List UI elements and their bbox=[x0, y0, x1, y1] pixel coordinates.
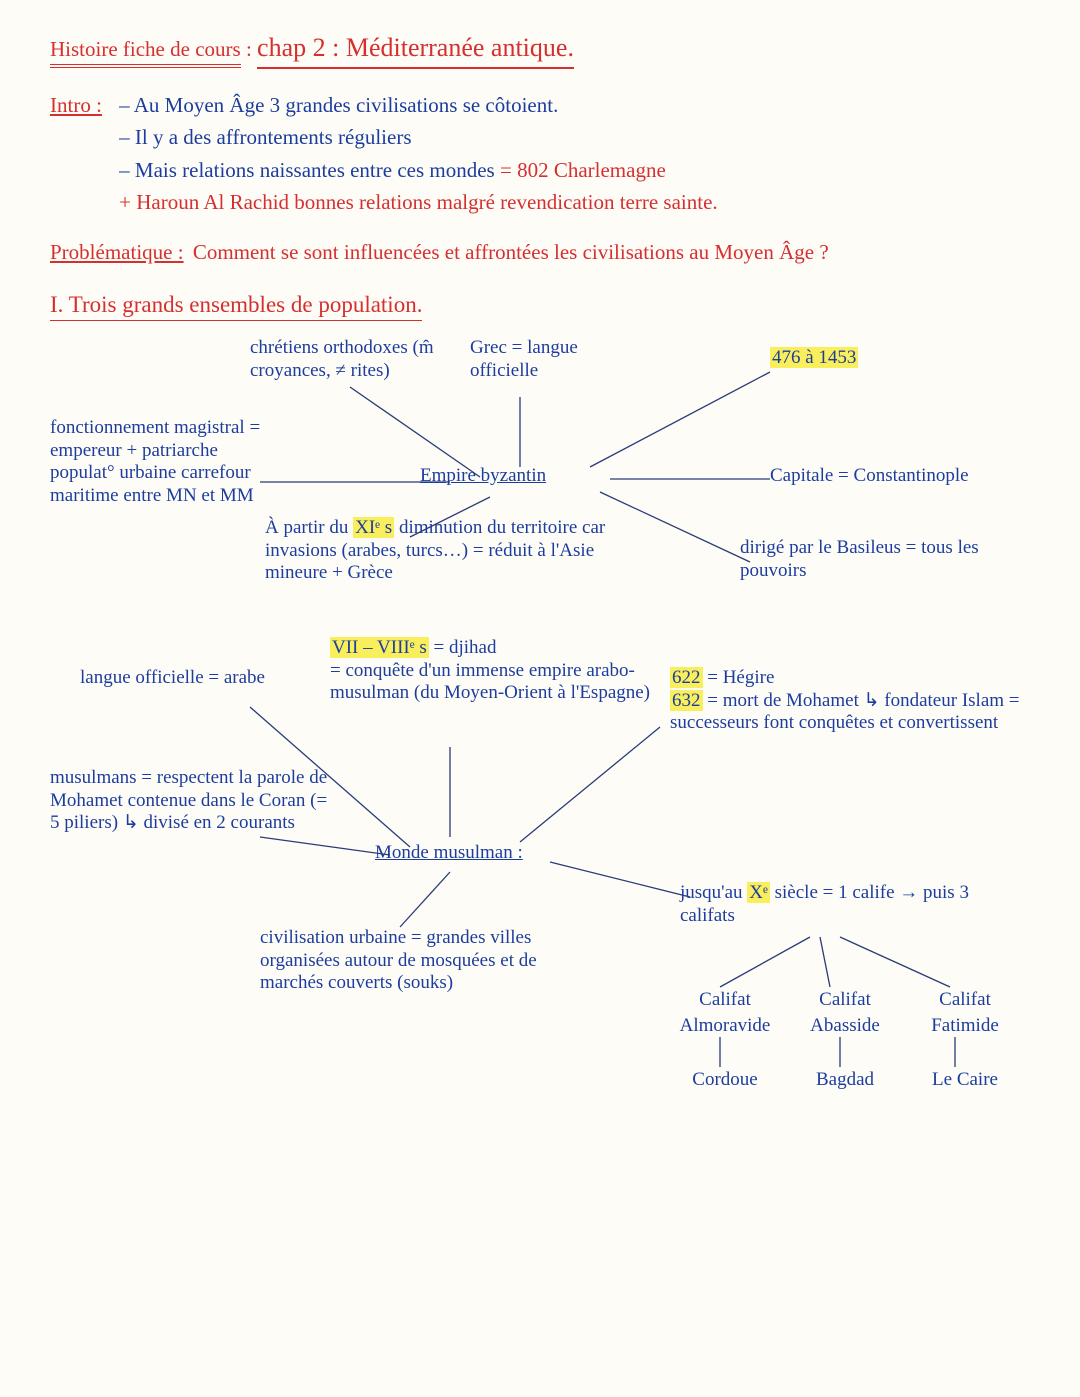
intro-line: + Haroun Al Rachid bonnes relations malg… bbox=[119, 188, 717, 216]
node-hegire-b: 632 bbox=[670, 690, 703, 711]
intro-block: Intro : – Au Moyen Âge 3 grandes civilis… bbox=[50, 91, 1050, 220]
intro-line-highlight: = 802 Charlemagne bbox=[500, 158, 666, 182]
tree-c3: Califat Fatimide bbox=[905, 987, 1025, 1038]
node-dates-hl: 476 à 1453 bbox=[770, 347, 858, 368]
node-hegire: 622 = Hégire 632 = mort de Mohamet ↳ fon… bbox=[670, 667, 1040, 735]
intro-body: – Au Moyen Âge 3 grandes civilisations s… bbox=[119, 91, 717, 220]
tree-c1: Califat Almoravide bbox=[665, 987, 785, 1038]
problematique-block: Problématique : Comment se sont influenc… bbox=[50, 238, 1050, 266]
title-sep: : bbox=[246, 37, 257, 61]
title-prefix: Histoire fiche de cours bbox=[50, 35, 241, 68]
node-langue: langue officielle = arabe bbox=[80, 667, 270, 690]
node-center-byzantin: Empire byzantin bbox=[420, 465, 546, 488]
node-djihad-eq: = djihad bbox=[429, 637, 497, 658]
mindmap-byzantin: chrétiens orthodoxes (m̂ croyances, ≠ ri… bbox=[50, 327, 1050, 637]
node-calife-hl: Xᵉ bbox=[747, 882, 770, 903]
node-partir-hl: XIᵉ s bbox=[353, 517, 394, 538]
node-capitale: Capitale = Constantinople bbox=[770, 465, 1030, 488]
intro-line: – Il y a des affrontements réguliers bbox=[119, 123, 717, 151]
section1-heading: I. Trois grands ensembles de population. bbox=[50, 289, 422, 321]
node-djihad: VII – VIIIᵉ s = djihad = conquête d'un i… bbox=[330, 637, 690, 705]
tree-c2b: Bagdad bbox=[795, 1067, 895, 1093]
node-partir-pre: À partir du bbox=[265, 517, 353, 538]
node-dirige: dirigé par le Basileus = tous les pouvoi… bbox=[740, 537, 1020, 583]
node-fonction: fonctionnement magistral = empereur + pa… bbox=[50, 417, 270, 508]
intro-line: – Au Moyen Âge 3 grandes civilisations s… bbox=[119, 91, 717, 119]
tree-c1b: Cordoue bbox=[675, 1067, 775, 1093]
node-hegire-a-txt: = Hégire bbox=[703, 667, 775, 688]
intro-label: Intro : bbox=[50, 91, 102, 119]
node-musulmans: musulmans = respectent la parole de Moha… bbox=[50, 767, 330, 835]
intro-line: – Mais relations naissantes entre ces mo… bbox=[119, 156, 717, 184]
node-hegire-a: 622 bbox=[670, 667, 703, 688]
node-calife-pre: jusqu'au bbox=[680, 882, 747, 903]
title-chapter: chap 2 : Méditerranée antique. bbox=[257, 30, 574, 69]
node-partir: À partir du XIᵉ s diminution du territoi… bbox=[265, 517, 625, 585]
problematique-label: Problématique : bbox=[50, 238, 184, 266]
tree-c3b: Le Caire bbox=[910, 1067, 1020, 1093]
node-center-musulman: Monde musulman : bbox=[375, 842, 523, 865]
tree-c2: Califat Abasside bbox=[790, 987, 900, 1038]
mindmap-musulman: VII – VIIIᵉ s = djihad = conquête d'un i… bbox=[50, 637, 1050, 1107]
intro-line-text: – Mais relations naissantes entre ces mo… bbox=[119, 158, 495, 182]
node-grec: Grec = langue officielle bbox=[470, 337, 630, 383]
node-dates: 476 à 1453 bbox=[770, 347, 858, 370]
node-urbain: civilisation urbaine = grandes villes or… bbox=[260, 927, 580, 995]
node-djihad-hl: VII – VIIIᵉ s bbox=[330, 637, 429, 658]
page-title: Histoire fiche de cours : chap 2 : Médit… bbox=[50, 30, 1050, 73]
node-chretiens: chrétiens orthodoxes (m̂ croyances, ≠ ri… bbox=[250, 337, 470, 383]
node-calife: jusqu'au Xᵉ siècle = 1 calife → puis 3 c… bbox=[680, 882, 1010, 928]
node-hegire-b-txt: = mort de Mohamet ↳ fondateur Islam = su… bbox=[670, 690, 1020, 734]
problematique-text: Comment se sont influencées et affrontée… bbox=[193, 238, 829, 266]
node-djihad-body: = conquête d'un immense empire arabo-mus… bbox=[330, 660, 650, 704]
